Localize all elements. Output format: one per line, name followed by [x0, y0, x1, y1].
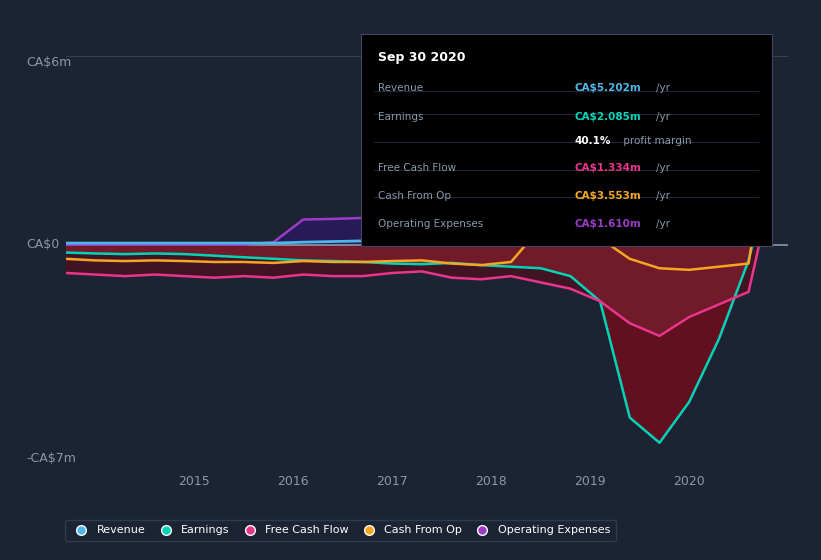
- Legend: Revenue, Earnings, Free Cash Flow, Cash From Op, Operating Expenses: Revenue, Earnings, Free Cash Flow, Cash …: [65, 520, 616, 541]
- Text: Operating Expenses: Operating Expenses: [378, 219, 483, 228]
- Text: profit margin: profit margin: [620, 136, 691, 146]
- Text: CA$1.610m: CA$1.610m: [575, 219, 641, 228]
- Text: 40.1%: 40.1%: [575, 136, 611, 146]
- Text: -CA$7m: -CA$7m: [26, 452, 76, 465]
- Text: CA$3.553m: CA$3.553m: [575, 191, 641, 201]
- Text: CA$1.334m: CA$1.334m: [575, 164, 641, 174]
- Text: /yr: /yr: [656, 164, 670, 174]
- Text: Earnings: Earnings: [378, 113, 423, 122]
- Text: Sep 30 2020: Sep 30 2020: [378, 50, 466, 64]
- Text: CA$0: CA$0: [26, 238, 59, 251]
- Text: CA$5.202m: CA$5.202m: [575, 82, 641, 92]
- Text: CA$6m: CA$6m: [26, 56, 71, 69]
- Text: /yr: /yr: [656, 219, 670, 228]
- Text: /yr: /yr: [656, 82, 670, 92]
- Text: Revenue: Revenue: [378, 82, 423, 92]
- Text: Free Cash Flow: Free Cash Flow: [378, 164, 456, 174]
- Text: Cash From Op: Cash From Op: [378, 191, 451, 201]
- Text: /yr: /yr: [656, 113, 670, 122]
- Text: CA$2.085m: CA$2.085m: [575, 113, 641, 122]
- Text: /yr: /yr: [656, 191, 670, 201]
